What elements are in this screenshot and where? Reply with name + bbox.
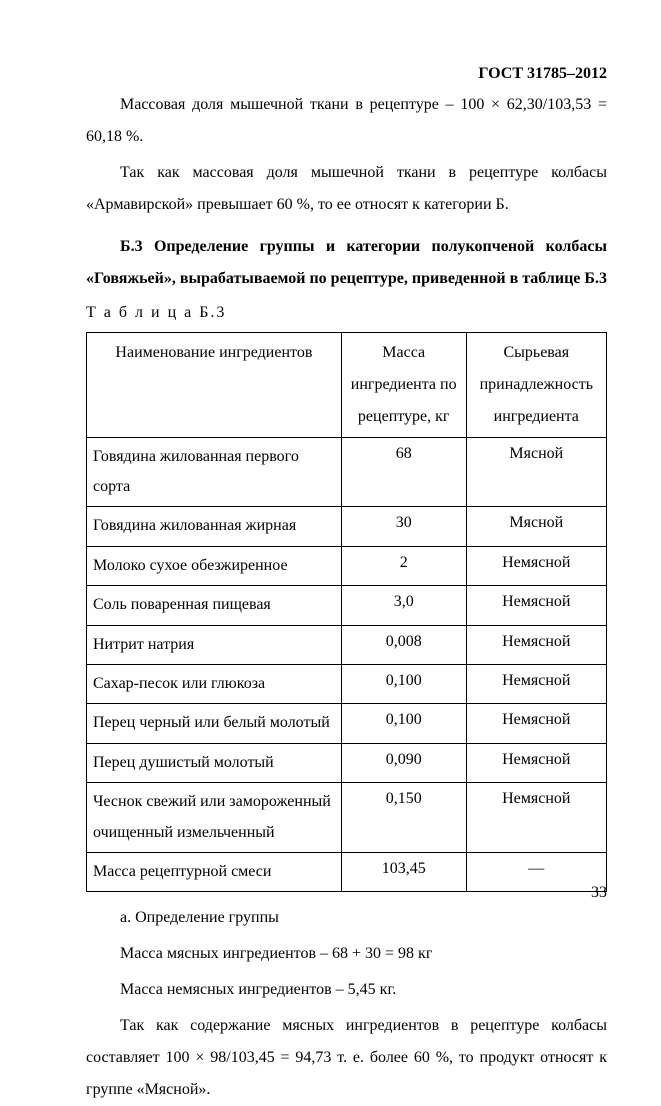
cell-name: Соль поваренная пищевая — [87, 586, 342, 625]
col-header-src: Сырьевая принадлежность ингредиента — [466, 332, 606, 437]
cell-total-mass: 103,45 — [341, 852, 466, 891]
mass-meat-line: Масса мясных ингредиентов – 68 + 30 = 98… — [86, 938, 607, 970]
section-b3-title: Б.3 Определение группы и категории полук… — [86, 231, 607, 295]
table-row: Перец душистый молотый 0,090 Немясной — [87, 743, 607, 782]
cell-name: Нитрит натрия — [87, 625, 342, 664]
page-number: 33 — [591, 881, 607, 906]
cell-mass: 0,100 — [341, 704, 466, 743]
cell-src: Немясной — [466, 743, 606, 782]
col-header-name: Наименование ингредиентов — [87, 332, 342, 437]
paragraph-category-b: Так как массовая доля мышечной ткани в р… — [86, 157, 607, 221]
document-page: ГОСТ 31785–2012 Массовая доля мышечной т… — [0, 0, 661, 936]
gost-header: ГОСТ 31785–2012 — [86, 62, 607, 87]
cell-name: Сахар-песок или глюкоза — [87, 664, 342, 703]
cell-name: Чеснок свежий или замороженный очищенный… — [87, 783, 342, 853]
cell-src: Немясной — [466, 586, 606, 625]
table-label: Т а б л и ц а Б.3 — [86, 301, 607, 326]
cell-src: Немясной — [466, 625, 606, 664]
table-row: Чеснок свежий или замороженный очищенный… — [87, 783, 607, 853]
col-header-mass: Масса ингредиента по рецептуре, кг — [341, 332, 466, 437]
cell-name: Перец душистый молотый — [87, 743, 342, 782]
cell-src: Мясной — [466, 437, 606, 507]
step-a-label: а. Определение группы — [86, 902, 607, 934]
cell-src: Мясной — [466, 507, 606, 546]
cell-mass: 0,100 — [341, 664, 466, 703]
table-row: Говядина жилованная жирная 30 Мясной — [87, 507, 607, 546]
paragraph-muscle-share: Массовая доля мышечной ткани в рецептуре… — [86, 89, 607, 153]
table-row: Перец черный или белый молотый 0,100 Нем… — [87, 704, 607, 743]
cell-mass: 2 — [341, 546, 466, 585]
table-row-total: Масса рецептурной смеси 103,45 — — [87, 852, 607, 891]
mass-nonmeat-line: Масса немясных ингредиентов – 5,45 кг. — [86, 974, 607, 1006]
cell-name: Говядина жилованная первого сорта — [87, 437, 342, 507]
table-row: Соль поваренная пищевая 3,0 Немясной — [87, 586, 607, 625]
cell-src: Немясной — [466, 546, 606, 585]
cell-name: Говядина жилованная жирная — [87, 507, 342, 546]
cell-src: Немясной — [466, 783, 606, 853]
cell-mass: 0,008 — [341, 625, 466, 664]
cell-mass: 0,150 — [341, 783, 466, 853]
ingredients-table: Наименование ингредиентов Масса ингредие… — [86, 332, 607, 893]
conclusion-paragraph: Так как содержание мясных ингредиентов в… — [86, 1010, 607, 1106]
cell-mass: 68 — [341, 437, 466, 507]
cell-mass: 3,0 — [341, 586, 466, 625]
cell-mass: 0,090 — [341, 743, 466, 782]
cell-name: Молоко сухое обезжиренное — [87, 546, 342, 585]
cell-total-src: — — [466, 852, 606, 891]
table-row: Говядина жилованная первого сорта 68 Мяс… — [87, 437, 607, 507]
table-header-row: Наименование ингредиентов Масса ингредие… — [87, 332, 607, 437]
cell-name: Перец черный или белый молотый — [87, 704, 342, 743]
cell-total-name: Масса рецептурной смеси — [87, 852, 342, 891]
table-row: Сахар-песок или глюкоза 0,100 Немясной — [87, 664, 607, 703]
cell-mass: 30 — [341, 507, 466, 546]
cell-src: Немясной — [466, 664, 606, 703]
cell-src: Немясной — [466, 704, 606, 743]
table-row: Молоко сухое обезжиренное 2 Немясной — [87, 546, 607, 585]
table-row: Нитрит натрия 0,008 Немясной — [87, 625, 607, 664]
